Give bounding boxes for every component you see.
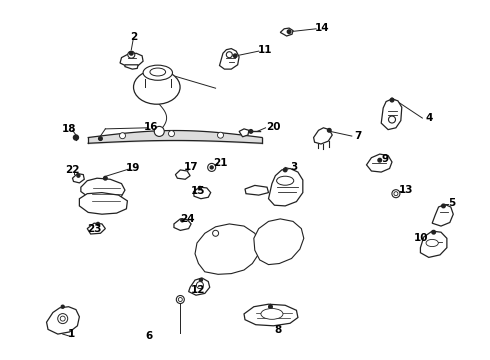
Text: 13: 13 — [398, 185, 413, 195]
Polygon shape — [220, 49, 239, 69]
Circle shape — [213, 230, 219, 236]
Circle shape — [287, 30, 291, 33]
Text: 12: 12 — [191, 285, 206, 295]
Circle shape — [196, 282, 203, 289]
Polygon shape — [175, 170, 190, 179]
Circle shape — [327, 129, 331, 132]
Circle shape — [77, 174, 80, 177]
Ellipse shape — [277, 176, 294, 185]
Circle shape — [378, 158, 382, 162]
Text: 8: 8 — [275, 325, 282, 336]
Text: 20: 20 — [266, 122, 281, 132]
Circle shape — [283, 168, 287, 172]
Polygon shape — [269, 168, 303, 206]
Polygon shape — [195, 224, 260, 274]
Circle shape — [269, 305, 272, 309]
Text: 1: 1 — [68, 329, 74, 339]
Text: 4: 4 — [425, 113, 433, 123]
Text: 7: 7 — [354, 131, 362, 141]
Text: 19: 19 — [126, 163, 141, 173]
Text: 10: 10 — [414, 233, 429, 243]
Circle shape — [199, 279, 202, 282]
Ellipse shape — [133, 70, 180, 104]
Text: 21: 21 — [213, 158, 228, 168]
Polygon shape — [314, 128, 332, 144]
Circle shape — [154, 126, 164, 136]
Circle shape — [218, 132, 223, 138]
Polygon shape — [87, 223, 105, 234]
Circle shape — [97, 222, 99, 225]
Circle shape — [120, 133, 125, 139]
Polygon shape — [194, 187, 211, 199]
Circle shape — [169, 131, 174, 136]
Polygon shape — [239, 129, 249, 137]
Circle shape — [98, 137, 102, 140]
Polygon shape — [254, 219, 304, 265]
Polygon shape — [420, 231, 447, 257]
Circle shape — [208, 163, 216, 171]
Text: 14: 14 — [315, 23, 330, 33]
Ellipse shape — [150, 68, 166, 76]
Polygon shape — [280, 28, 293, 36]
Text: 11: 11 — [257, 45, 272, 55]
Ellipse shape — [426, 239, 439, 247]
Polygon shape — [47, 307, 79, 334]
Polygon shape — [81, 178, 125, 200]
Polygon shape — [381, 99, 402, 130]
Circle shape — [394, 192, 398, 196]
Text: 22: 22 — [65, 165, 80, 175]
Circle shape — [233, 54, 237, 58]
Polygon shape — [79, 193, 127, 214]
Circle shape — [176, 296, 184, 303]
Circle shape — [441, 204, 445, 208]
Circle shape — [249, 130, 253, 133]
Polygon shape — [120, 53, 143, 67]
Polygon shape — [73, 174, 84, 183]
Circle shape — [128, 51, 135, 58]
Polygon shape — [432, 204, 453, 226]
Text: 18: 18 — [61, 124, 76, 134]
Circle shape — [129, 51, 133, 55]
Text: 3: 3 — [291, 162, 297, 172]
Polygon shape — [125, 65, 138, 69]
Ellipse shape — [143, 65, 172, 80]
Polygon shape — [174, 219, 191, 230]
Text: 23: 23 — [87, 224, 101, 234]
Text: 17: 17 — [184, 162, 198, 172]
Circle shape — [198, 186, 201, 189]
Circle shape — [432, 230, 436, 234]
Circle shape — [178, 297, 182, 302]
Circle shape — [74, 135, 78, 140]
Text: 15: 15 — [191, 186, 206, 196]
Circle shape — [392, 190, 400, 198]
Circle shape — [103, 176, 107, 180]
Circle shape — [210, 166, 213, 169]
Polygon shape — [245, 185, 269, 195]
Circle shape — [390, 98, 394, 102]
Circle shape — [181, 219, 184, 222]
Text: 5: 5 — [448, 198, 455, 208]
Circle shape — [61, 305, 64, 308]
Text: 9: 9 — [381, 154, 388, 164]
Text: 24: 24 — [180, 214, 195, 224]
Circle shape — [226, 52, 232, 58]
Polygon shape — [367, 154, 392, 172]
Ellipse shape — [261, 309, 283, 319]
Circle shape — [58, 314, 68, 324]
Circle shape — [389, 116, 395, 123]
Circle shape — [60, 316, 65, 321]
Polygon shape — [244, 304, 298, 326]
Polygon shape — [189, 278, 210, 295]
Text: 16: 16 — [144, 122, 158, 132]
Text: 6: 6 — [146, 330, 153, 341]
Text: 2: 2 — [130, 32, 137, 42]
